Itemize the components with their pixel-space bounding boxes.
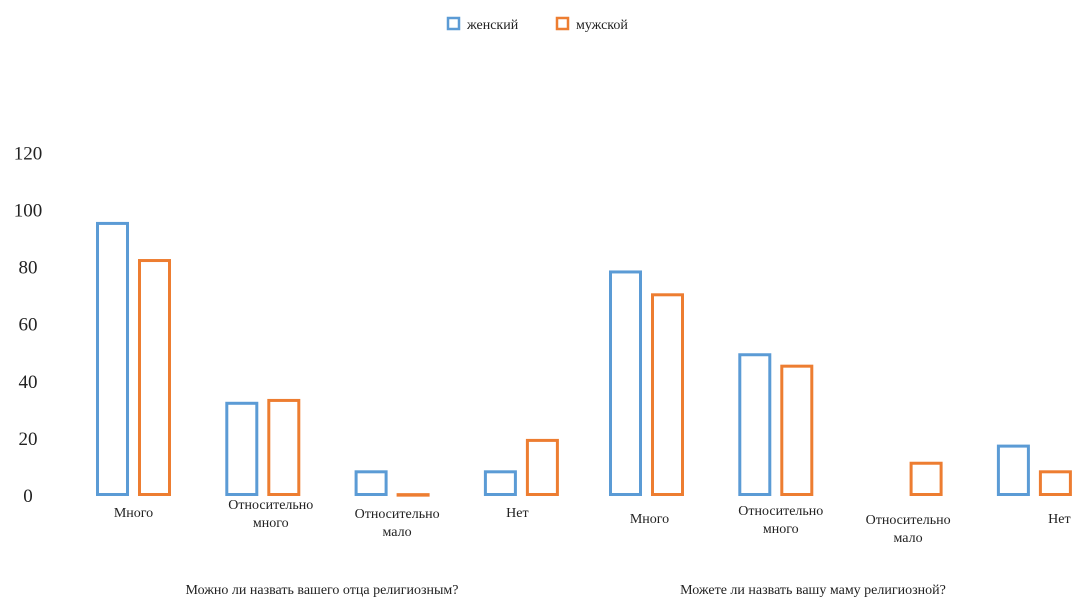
y-tick-label: 120 xyxy=(14,143,43,164)
y-tick-label: 0 xyxy=(23,486,33,507)
y-tick-label: 80 xyxy=(19,258,38,279)
bar-male xyxy=(780,364,814,497)
category-label-line: много xyxy=(763,522,799,537)
category-label-line: много xyxy=(253,516,289,531)
y-tick-label: 100 xyxy=(14,201,43,222)
category-label-line: Относительно xyxy=(738,504,823,519)
category-label: Нет xyxy=(1048,512,1070,527)
category-label-line: Относительно xyxy=(228,498,313,513)
bar-male xyxy=(525,438,559,496)
group-title: Можете ли назвать вашу маму религиозной? xyxy=(680,583,946,598)
bars-layer xyxy=(96,221,1072,497)
bar-male xyxy=(651,293,684,497)
category-label-line: Нет xyxy=(1048,512,1070,527)
y-tick-label: 60 xyxy=(19,315,38,336)
bar-male xyxy=(396,493,430,497)
bar-female xyxy=(738,353,772,496)
category-label: Относительно мало xyxy=(355,507,440,540)
legend-label-male: мужской xyxy=(576,18,628,33)
bar-female xyxy=(225,401,259,496)
category-label: Много xyxy=(114,506,153,521)
legend-swatch-male xyxy=(555,16,570,31)
category-label: Относительно мало xyxy=(866,513,951,546)
category-label-line: Относительно xyxy=(866,513,951,528)
bar-female xyxy=(996,444,1030,496)
category-label: Относительно много xyxy=(228,498,313,531)
legend-swatch-female xyxy=(446,16,461,31)
group-titles: Можно ли назвать вашего отца религиозным… xyxy=(185,583,945,598)
category-label-line: мало xyxy=(383,525,412,540)
y-tick-label: 40 xyxy=(19,372,38,393)
group-title: Можно ли назвать вашего отца религиозным… xyxy=(185,583,458,598)
y-axis: 0 20 40 60 80 100 120 xyxy=(14,143,43,507)
bar-male xyxy=(267,398,301,496)
bar-female xyxy=(96,221,129,496)
bar-male xyxy=(909,461,943,496)
category-label-line: Относительно xyxy=(355,507,440,522)
bar-female xyxy=(354,470,388,496)
bar-male xyxy=(138,259,171,496)
category-label: Относительно много xyxy=(738,504,823,537)
category-label: Много xyxy=(630,512,669,527)
category-label-line: мало xyxy=(894,531,923,546)
bar-female xyxy=(483,470,517,496)
category-label-line: Нет xyxy=(506,506,528,521)
bar-female xyxy=(609,270,642,496)
category-label: Нет xyxy=(506,506,528,521)
category-label-line: Много xyxy=(114,506,153,521)
legend: женский мужской xyxy=(446,16,628,33)
legend-label-female: женский xyxy=(466,18,519,33)
category-labels: Много Относительно много Относительно мало Не… xyxy=(114,498,1071,546)
category-label-line: Много xyxy=(630,512,669,527)
bar-male xyxy=(1038,470,1072,496)
y-tick-label: 20 xyxy=(19,429,38,450)
